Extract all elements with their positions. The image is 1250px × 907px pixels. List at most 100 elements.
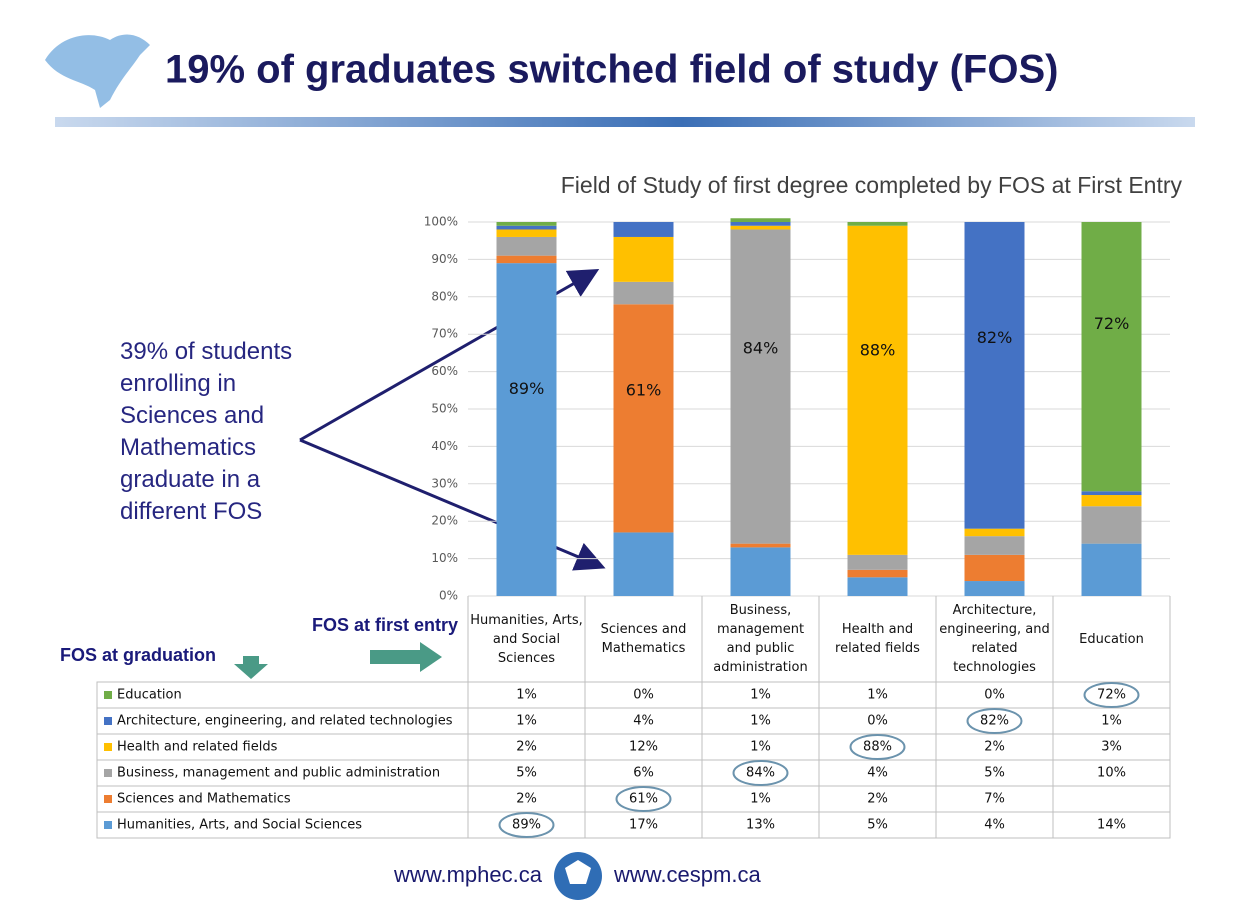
logo-mark — [565, 860, 591, 884]
table-value: 1% — [750, 740, 771, 755]
table-value: 10% — [1097, 766, 1126, 781]
slide-title: 19% of graduates switched field of study… — [165, 48, 1058, 92]
table-value: 1% — [1101, 714, 1122, 729]
data-label: 72% — [1094, 314, 1130, 333]
legend-swatch — [104, 691, 112, 699]
highlight-circle — [732, 760, 789, 786]
bar-segment — [1081, 543, 1142, 596]
bar-segment — [613, 281, 674, 305]
bar-segment — [496, 225, 557, 230]
table-value: 82% — [980, 714, 1009, 729]
bar-segment — [730, 225, 791, 230]
legend-swatch — [104, 743, 112, 751]
data-label: 84% — [743, 338, 779, 357]
bar-segment — [496, 236, 557, 256]
legend-swatch — [104, 717, 112, 725]
bar-segment — [847, 554, 908, 570]
legend-swatch — [104, 795, 112, 803]
highlight-circle — [966, 708, 1023, 734]
legend-label: Humanities, Arts, and Social Sciences — [117, 818, 362, 833]
bar-segment — [964, 536, 1025, 555]
table-value: 84% — [746, 766, 775, 781]
bar-segment — [496, 229, 557, 237]
bar-segment — [847, 222, 908, 226]
data-label: 61% — [626, 380, 662, 399]
highlight-circle — [849, 734, 906, 760]
table-value: 13% — [746, 818, 775, 833]
table-value: 1% — [750, 792, 771, 807]
bar-segment — [964, 222, 1025, 529]
table-value: 4% — [867, 766, 888, 781]
bar-segment — [730, 543, 791, 548]
table-value: 5% — [516, 766, 537, 781]
bar-segment — [847, 569, 908, 578]
title-band — [55, 117, 1195, 127]
legend-title: FOS at graduation — [60, 645, 216, 665]
bar-segment — [847, 225, 908, 555]
legend-label: Education — [117, 688, 182, 703]
bar-segment — [730, 547, 791, 596]
chart-title: Field of Study of first degree completed… — [561, 172, 1183, 198]
footer-link: www.cespm.ca — [613, 862, 761, 887]
bar-segment — [496, 263, 557, 596]
highlight-circle — [498, 812, 555, 838]
y-tick-label: 80% — [431, 289, 458, 303]
y-tick-label: 30% — [431, 476, 458, 490]
bar-segment — [613, 304, 674, 533]
bar-segment — [964, 581, 1025, 596]
table-value: 12% — [629, 740, 658, 755]
y-tick-label: 40% — [431, 439, 458, 453]
right-arrow — [370, 642, 442, 672]
category-header: Architecture, engineering, and related t… — [939, 603, 1050, 675]
table-value: 2% — [867, 792, 888, 807]
data-label: 89% — [509, 379, 545, 398]
table-value: 1% — [750, 714, 771, 729]
footer-link: www.mphec.ca — [393, 862, 543, 887]
bar-segment — [496, 222, 557, 226]
table-value: 2% — [984, 740, 1005, 755]
table-value: 2% — [516, 792, 537, 807]
annotation: 39% of students enrolling in Sciences an… — [120, 338, 293, 525]
category-header: Sciences and Mathematics — [600, 622, 687, 656]
table-value: 14% — [1097, 818, 1126, 833]
legend-label: Health and related fields — [117, 740, 278, 755]
table-value: 5% — [867, 818, 888, 833]
table-value: 2% — [516, 740, 537, 755]
bar-segment — [613, 532, 674, 596]
highlight-circle — [615, 786, 672, 812]
y-tick-label: 20% — [431, 514, 458, 528]
table-value: 4% — [633, 714, 654, 729]
bar-segment — [613, 236, 674, 282]
data-label: 82% — [977, 328, 1013, 347]
legend-label: Business, management and public administ… — [117, 766, 440, 781]
table-value: 89% — [512, 818, 541, 833]
table-value: 7% — [984, 792, 1005, 807]
bar-segment — [847, 577, 908, 596]
y-tick-label: 90% — [431, 252, 458, 266]
x-axis-label: FOS at first entry — [312, 615, 458, 635]
bar-segment — [964, 554, 1025, 582]
table-value: 0% — [633, 688, 654, 703]
table-value: 61% — [629, 792, 658, 807]
table-value: 1% — [750, 688, 771, 703]
table-value: 1% — [516, 688, 537, 703]
legend-label: Architecture, engineering, and related t… — [117, 714, 453, 729]
bar-segment — [613, 222, 674, 237]
down-arrow — [234, 656, 268, 679]
y-tick-label: 100% — [424, 215, 458, 229]
category-header: Education — [1079, 631, 1144, 647]
table-value: 0% — [984, 688, 1005, 703]
legend-swatch — [104, 821, 112, 829]
table-value: 72% — [1097, 688, 1126, 703]
category-header: Health and related fields — [835, 622, 920, 656]
highlight-circle — [1083, 682, 1140, 708]
map-icon — [45, 34, 150, 108]
table-value: 3% — [1101, 740, 1122, 755]
bar-segment — [496, 255, 557, 264]
category-header: Business, management and public administ… — [713, 603, 808, 675]
y-tick-label: 50% — [431, 402, 458, 416]
table-value: 17% — [629, 818, 658, 833]
bar-segment — [730, 222, 791, 226]
bar-segment — [1081, 491, 1142, 496]
